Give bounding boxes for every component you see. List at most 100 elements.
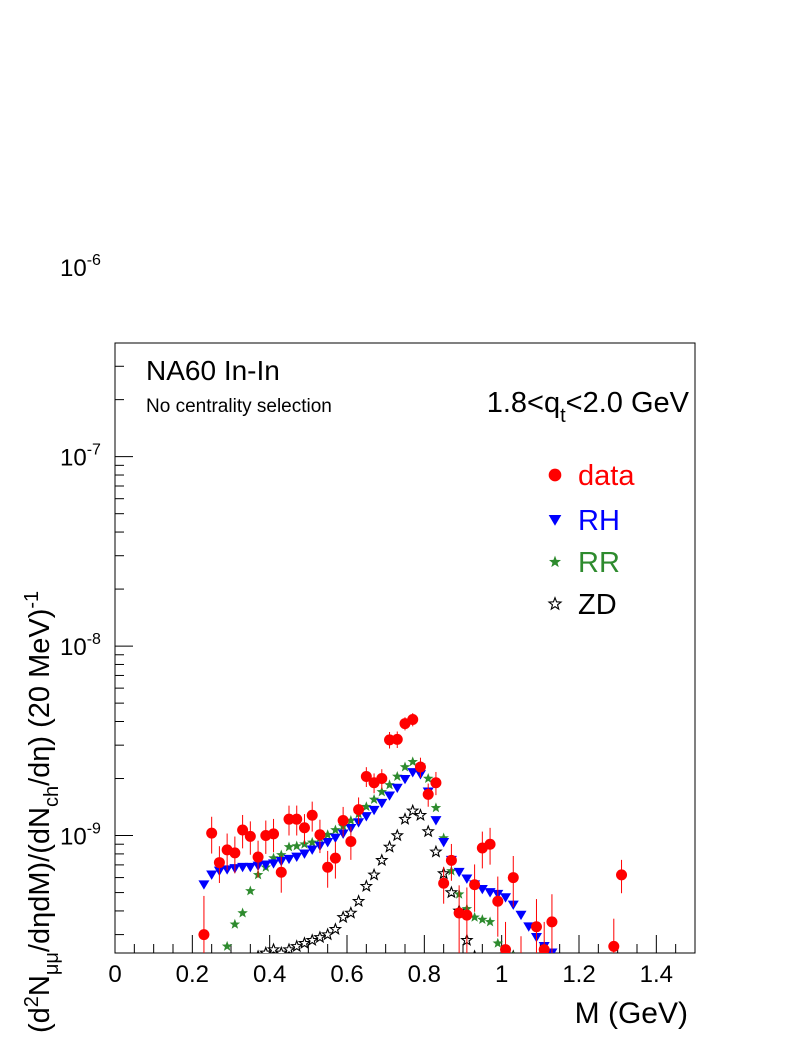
data-point-rh <box>298 849 310 859</box>
series-data <box>198 713 628 997</box>
data-point-rr <box>268 852 279 863</box>
data-point-zd <box>259 945 273 953</box>
data-point-rh <box>430 816 442 826</box>
qt-annotation-suffix: <2.0 GeV <box>566 387 690 419</box>
data-point-data <box>268 828 280 840</box>
data-point-zd <box>367 867 381 881</box>
chart-subtitle: No centrality selection <box>146 396 332 417</box>
data-point-data <box>523 986 534 997</box>
data-point-data <box>500 944 512 953</box>
data-point-rr <box>477 914 488 925</box>
data-point-zd <box>237 958 247 968</box>
x-axis-label: M (GeV) <box>575 997 688 1030</box>
y-tick-exponent: -8 <box>87 631 101 648</box>
x-tick-label: 1.4 <box>640 961 673 988</box>
data-point-rr <box>422 773 434 783</box>
data-point-data <box>229 847 241 859</box>
data-point-rr <box>516 955 526 965</box>
data-point-rh <box>360 812 372 822</box>
data-point-zd <box>405 803 420 817</box>
y-tick-base: 10 <box>60 634 87 661</box>
y-label-sub1: μμ <box>41 952 63 975</box>
y-label-part2: N <box>24 975 56 996</box>
data-point-rr <box>291 840 302 851</box>
data-point-data <box>291 813 303 825</box>
data-point-rh <box>399 774 411 785</box>
data-point-rr <box>276 849 287 860</box>
data-point-rr <box>237 907 248 918</box>
data-point-rr <box>229 918 241 929</box>
data-point-rh <box>244 862 256 873</box>
data-point-rr <box>214 955 224 965</box>
y-tick-exponent: -7 <box>87 442 101 459</box>
data-point-zd <box>230 962 240 972</box>
plot-frame <box>114 342 696 954</box>
legend-label-rh: RH <box>578 505 620 537</box>
data-point-zd <box>274 945 289 953</box>
data-point-rr <box>361 801 372 812</box>
data-point-zd <box>413 808 428 821</box>
legend-label-zd: ZD <box>578 589 617 621</box>
data-point-rr <box>512 950 515 953</box>
data-point-rr <box>384 779 395 790</box>
y-axis: 10-910-810-710-6 <box>60 252 133 936</box>
data-point-zd <box>359 879 374 892</box>
data-point-rr <box>399 761 411 772</box>
x-tick-label: 0 <box>108 961 121 988</box>
y-tick-exponent: -6 <box>87 252 101 269</box>
data-point-data <box>414 761 426 773</box>
y-label-sup2: -1 <box>21 591 43 609</box>
data-point-data <box>608 940 620 952</box>
data-point-data <box>391 733 403 745</box>
data-point-data <box>329 852 341 864</box>
qt-annotation-prefix: 1.8<q <box>487 387 560 419</box>
data-point-rh <box>260 860 272 870</box>
data-point-rr <box>245 885 256 896</box>
data-point-rr <box>430 802 442 813</box>
data-point-zd <box>444 885 459 899</box>
data-point-zd <box>328 922 343 936</box>
data-point-rh <box>329 833 341 844</box>
data-point-data <box>546 916 558 928</box>
data-point-data <box>530 921 542 933</box>
x-tick-label: 0.6 <box>330 961 363 988</box>
y-label-sub2: ch <box>41 786 63 807</box>
data-point-data <box>492 895 504 907</box>
data-point-data <box>438 877 450 889</box>
data-point-zd <box>344 905 358 919</box>
x-tick-label: 1.2 <box>562 961 595 988</box>
y-label-part1: (d <box>24 1007 56 1033</box>
data-point-data <box>275 866 287 878</box>
data-point-data <box>244 830 256 842</box>
legend-label-rr: RR <box>578 547 620 579</box>
data-point-data <box>345 836 357 848</box>
data-point-data <box>314 829 326 841</box>
y-label-part3: /dηdM)/(dN <box>24 807 56 952</box>
data-point-data <box>461 909 473 921</box>
y-tick-base: 10 <box>60 445 87 472</box>
data-point-zd <box>516 962 526 972</box>
data-point-zd <box>429 844 443 858</box>
data-point-rh <box>306 845 318 855</box>
data-point-rr <box>492 937 504 948</box>
legend-marker-data <box>548 468 562 482</box>
data-point-data <box>252 851 264 863</box>
data-point-zd <box>336 910 350 924</box>
data-point-zd <box>390 828 405 842</box>
legend: data RH RR ZD <box>547 460 635 621</box>
data-point-data <box>484 838 496 850</box>
y-label-sup1: 2 <box>21 996 43 1007</box>
data-point-rr <box>283 841 295 852</box>
data-point-rh <box>206 870 218 880</box>
data-point-rr <box>306 836 318 847</box>
y-tick-label: 10-6 <box>60 252 101 282</box>
data-point-data <box>337 815 349 827</box>
y-tick-label: 10-7 <box>60 442 101 472</box>
y-tick-label: 10-8 <box>60 631 101 661</box>
data-point-data <box>538 944 550 953</box>
data-point-rh <box>515 910 527 921</box>
x-tick-label: 0.2 <box>176 961 209 988</box>
x-tick-label: 1 <box>495 961 508 988</box>
data-point-data <box>430 777 442 789</box>
legend-marker-rh <box>548 514 562 526</box>
